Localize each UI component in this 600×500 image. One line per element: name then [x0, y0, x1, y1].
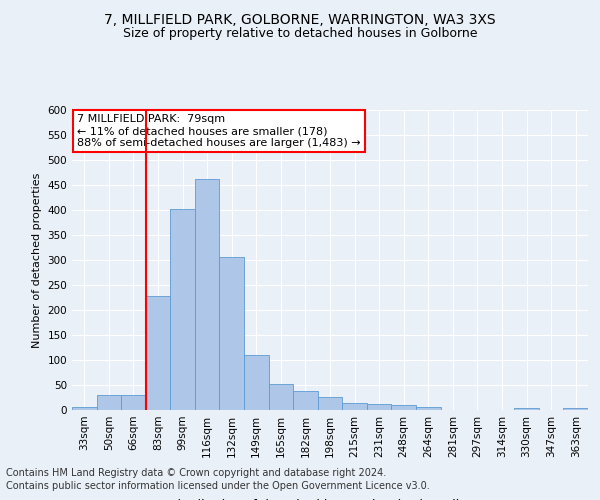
Text: 7, MILLFIELD PARK, GOLBORNE, WARRINGTON, WA3 3XS: 7, MILLFIELD PARK, GOLBORNE, WARRINGTON,…: [104, 12, 496, 26]
Bar: [416, 406, 440, 410]
Bar: [318, 396, 342, 410]
Text: Size of property relative to detached houses in Golborne: Size of property relative to detached ho…: [123, 28, 477, 40]
Bar: [220, 257, 244, 410]
Bar: [514, 408, 539, 410]
Bar: [367, 404, 391, 410]
Bar: [121, 395, 146, 410]
Bar: [293, 390, 318, 410]
Bar: [342, 402, 367, 410]
Bar: [269, 384, 293, 410]
Bar: [244, 355, 269, 410]
Text: 7 MILLFIELD PARK:  79sqm
← 11% of detached houses are smaller (178)
88% of semi-: 7 MILLFIELD PARK: 79sqm ← 11% of detache…: [77, 114, 361, 148]
Y-axis label: Number of detached properties: Number of detached properties: [32, 172, 42, 348]
Bar: [563, 408, 588, 410]
Bar: [391, 405, 416, 410]
Bar: [170, 208, 195, 410]
Text: Contains public sector information licensed under the Open Government Licence v3: Contains public sector information licen…: [6, 481, 430, 491]
X-axis label: Distribution of detached houses by size in Golborne: Distribution of detached houses by size …: [168, 498, 492, 500]
Bar: [72, 406, 97, 410]
Text: Contains HM Land Registry data © Crown copyright and database right 2024.: Contains HM Land Registry data © Crown c…: [6, 468, 386, 477]
Bar: [97, 395, 121, 410]
Bar: [146, 296, 170, 410]
Bar: [195, 178, 220, 410]
